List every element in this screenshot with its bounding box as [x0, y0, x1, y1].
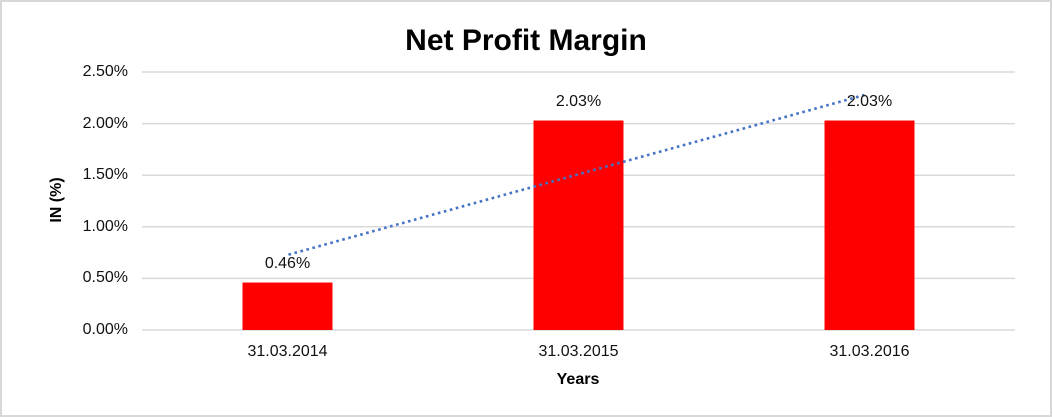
bar-31.03.2014 [242, 282, 333, 330]
x-category-label: 31.03.2014 [247, 343, 328, 360]
y-tick-label: 2.50% [82, 63, 128, 80]
chart-title: Net Profit Margin [405, 24, 647, 57]
x-category-label: 31.03.2015 [538, 343, 619, 360]
y-tick-label: 0.00% [82, 321, 128, 338]
y-tick-label: 2.00% [82, 114, 128, 132]
bar-31.03.2015 [533, 120, 624, 330]
y-tick-label: 1.50% [82, 166, 128, 184]
bar-31.03.2016 [824, 120, 915, 330]
y-tick-label: 0.50% [82, 269, 128, 287]
y-tick-label: 1.00% [82, 217, 128, 235]
bar-data-label: 0.46% [264, 254, 311, 272]
x-axis-title: Years [556, 371, 600, 388]
bar-data-label: 2.03% [846, 92, 893, 110]
trendline [288, 93, 866, 256]
bar-data-label: 2.03% [555, 92, 602, 110]
x-category-label: 31.03.2016 [829, 343, 910, 360]
